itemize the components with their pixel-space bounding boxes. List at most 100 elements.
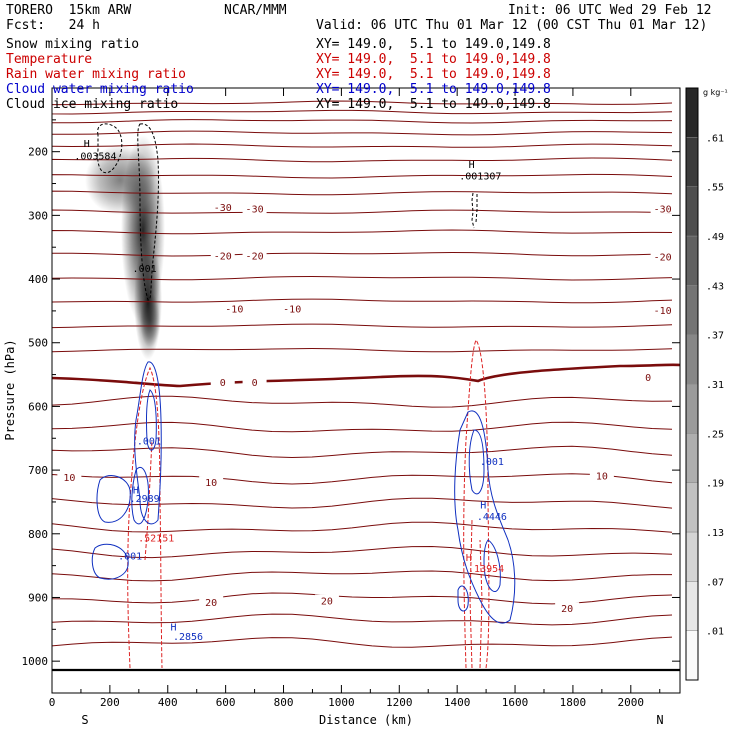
isotherm-label-bg — [210, 201, 235, 212]
isotherm-label: 0 — [645, 373, 651, 384]
isotherm-line — [52, 570, 672, 582]
colorbar-band — [685, 235, 699, 286]
temperature-labels: -30 -30 -30 -20 -20 -20 -10 -10 -10 0 0 0 10 10 10 20 20… — [57, 201, 675, 615]
maximum-label: .001 — [137, 437, 161, 448]
colorbar-band — [685, 630, 699, 681]
isotherm-label: -30 — [246, 204, 264, 215]
isotherm-line — [52, 173, 673, 179]
isotherm-label: 20 — [321, 597, 333, 608]
isotherm-line — [52, 100, 673, 106]
isotherm-line — [52, 421, 673, 433]
isotherm-label-bg — [636, 371, 661, 383]
temperature-contours — [52, 100, 673, 648]
isotherm-label-bg — [650, 304, 675, 316]
isotherm-label: -30 — [654, 204, 672, 215]
maximum-label: .52151 — [138, 533, 174, 544]
x-tick-label: 200 — [100, 696, 120, 709]
colorbar-tick-label: .61 — [706, 133, 724, 144]
colorbar-band — [685, 186, 699, 237]
isotherm-label: 10 — [205, 478, 217, 489]
header-model-name: TORERO 15km ARW — [6, 3, 132, 18]
isotherm-label-bg — [650, 250, 675, 262]
y-tick-label: 1000 — [22, 655, 49, 668]
isotherm-label: 20 — [561, 604, 573, 615]
isotherm-label-bg — [199, 595, 224, 607]
isotherm-label: -10 — [654, 306, 672, 317]
field-legend-xy: XY= 149.0, 5.1 to 149.0,149.8 — [316, 82, 551, 97]
x-axis-right-end-label: N — [656, 713, 663, 727]
colorbar-unit: g kg⁻¹ — [703, 88, 728, 97]
isotherm-line — [52, 636, 673, 648]
y-tick-label: 800 — [28, 528, 48, 541]
isotherm-line — [52, 521, 673, 533]
colorbar-band — [685, 383, 699, 434]
isotherm-label: 0 — [220, 378, 226, 389]
isotherm-line — [52, 347, 673, 353]
maximum-label: .2989 — [130, 494, 160, 505]
header-center: NCAR/MMM — [224, 3, 287, 18]
x-tick-label: 1800 — [560, 696, 587, 709]
isotherm-line — [52, 395, 673, 408]
y-tick-label: 200 — [28, 146, 48, 159]
isotherm-label: -10 — [225, 304, 243, 315]
isotherm-label: 0 — [252, 378, 258, 389]
maximum-label: .001 — [118, 551, 142, 562]
colorbar-band — [685, 334, 699, 385]
colorbar-band — [685, 482, 699, 533]
isotherm-label: 10 — [596, 472, 608, 483]
isotherm-line — [52, 497, 673, 509]
isotherm-line — [52, 130, 673, 136]
header-valid-time: Valid: 06 UTC Thu 01 Mar 12 (00 CST Thu … — [316, 18, 708, 33]
axes: 0 200 400 600 800 1000 1200 1400 1600 1800 2000200… — [22, 88, 680, 709]
isotherm-line — [52, 473, 673, 485]
colorbar-tick-label: .25 — [706, 429, 724, 440]
maximum-label: .2856 — [173, 632, 203, 643]
x-tick-label: 1400 — [444, 696, 471, 709]
y-tick-label: 700 — [28, 464, 48, 477]
colorbar-frame — [685, 87, 699, 681]
field-legend-xy: XY= 149.0, 5.1 to 149.0,149.8 — [316, 97, 551, 112]
isotherm-line — [52, 613, 673, 626]
isotherm-line — [52, 143, 673, 148]
isotherm-label-bg — [242, 249, 267, 261]
colorbar-band — [685, 581, 699, 631]
field-legend-xy: XY= 149.0, 5.1 to 149.0,149.8 — [316, 67, 551, 82]
colorbar: .01 .07 .13 .19 .25 .31 .37 .43 .49 .55 .61 g kg⁻¹ — [685, 87, 728, 681]
maximum-label: H — [133, 486, 139, 497]
colorbar-band — [685, 285, 699, 335]
x-tick-label: 1000 — [328, 696, 355, 709]
y-axis-title: Pressure (hPa) — [3, 339, 17, 440]
isotherm-line — [52, 545, 673, 559]
maximum-label: .001 — [133, 264, 157, 275]
maximum-label: .001307 — [459, 172, 501, 183]
colorbar-tick-label: .55 — [706, 183, 724, 194]
colorbar-tick-label: .37 — [706, 331, 724, 342]
y-tick-label: 500 — [28, 337, 48, 350]
isotherm-label-bg — [199, 476, 224, 488]
freezing-level-line — [52, 363, 680, 388]
colorbar-band — [685, 137, 699, 187]
x-tick-label: 400 — [158, 696, 178, 709]
isotherm-label: -10 — [283, 304, 301, 315]
isotherm-label-bg — [57, 471, 82, 483]
isotherm-label-bg — [280, 302, 305, 314]
x-axis-left-end-label: S — [81, 713, 88, 727]
colorbar-tick-label: .07 — [706, 577, 724, 588]
colorbar-tick-label: .01 — [706, 627, 724, 638]
maximum-label: .13954 — [468, 564, 504, 575]
isotherm-label: -20 — [246, 251, 264, 262]
plot-frame — [51, 87, 681, 694]
isotherm-line — [52, 109, 673, 115]
isotherm-line — [52, 323, 673, 329]
colorbar-band — [685, 87, 699, 138]
maximum-label: H — [84, 139, 90, 150]
field-legend-label: Temperature — [6, 52, 93, 67]
y-tick-label: 900 — [28, 591, 48, 604]
isotherm-line — [52, 445, 673, 459]
x-tick-label: 800 — [274, 696, 294, 709]
snow-shading — [85, 135, 165, 360]
x-tick-label: 1200 — [386, 696, 413, 709]
maximum-label: H — [480, 500, 486, 511]
colorbar-band — [685, 433, 699, 483]
